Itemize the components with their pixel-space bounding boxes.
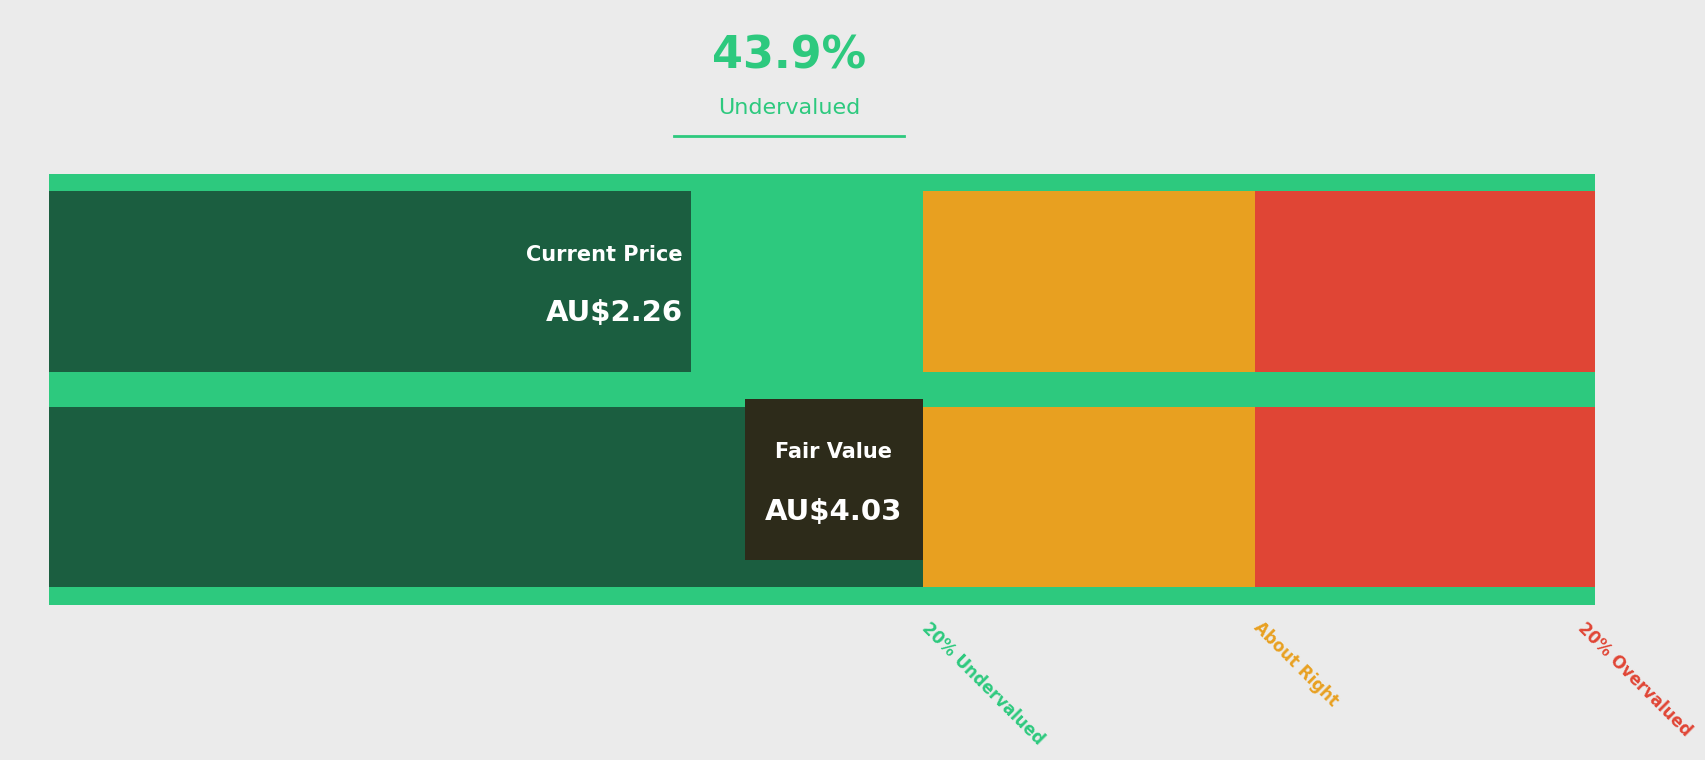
Bar <box>450 204 691 359</box>
Bar <box>49 372 1594 389</box>
Bar <box>1255 389 1594 605</box>
Text: About Right: About Right <box>1250 619 1342 711</box>
Text: 20% Undervalued: 20% Undervalued <box>917 619 1047 748</box>
Bar <box>1255 174 1594 389</box>
Text: AU$4.03: AU$4.03 <box>764 498 902 526</box>
Text: Current Price: Current Price <box>525 245 682 265</box>
Bar <box>745 399 922 560</box>
Bar <box>49 174 691 389</box>
Text: 20% Overvalued: 20% Overvalued <box>1574 619 1693 739</box>
Text: 43.9%: 43.9% <box>711 34 866 77</box>
Text: Undervalued: Undervalued <box>718 98 859 118</box>
Bar <box>49 174 922 389</box>
Text: Fair Value: Fair Value <box>774 442 892 462</box>
Bar <box>49 389 1594 407</box>
Bar <box>922 174 1255 389</box>
Bar <box>49 389 922 605</box>
Bar <box>49 174 1594 192</box>
Text: AU$2.26: AU$2.26 <box>546 299 682 327</box>
Bar <box>922 389 1255 605</box>
Bar <box>49 587 1594 605</box>
Bar <box>49 389 922 605</box>
